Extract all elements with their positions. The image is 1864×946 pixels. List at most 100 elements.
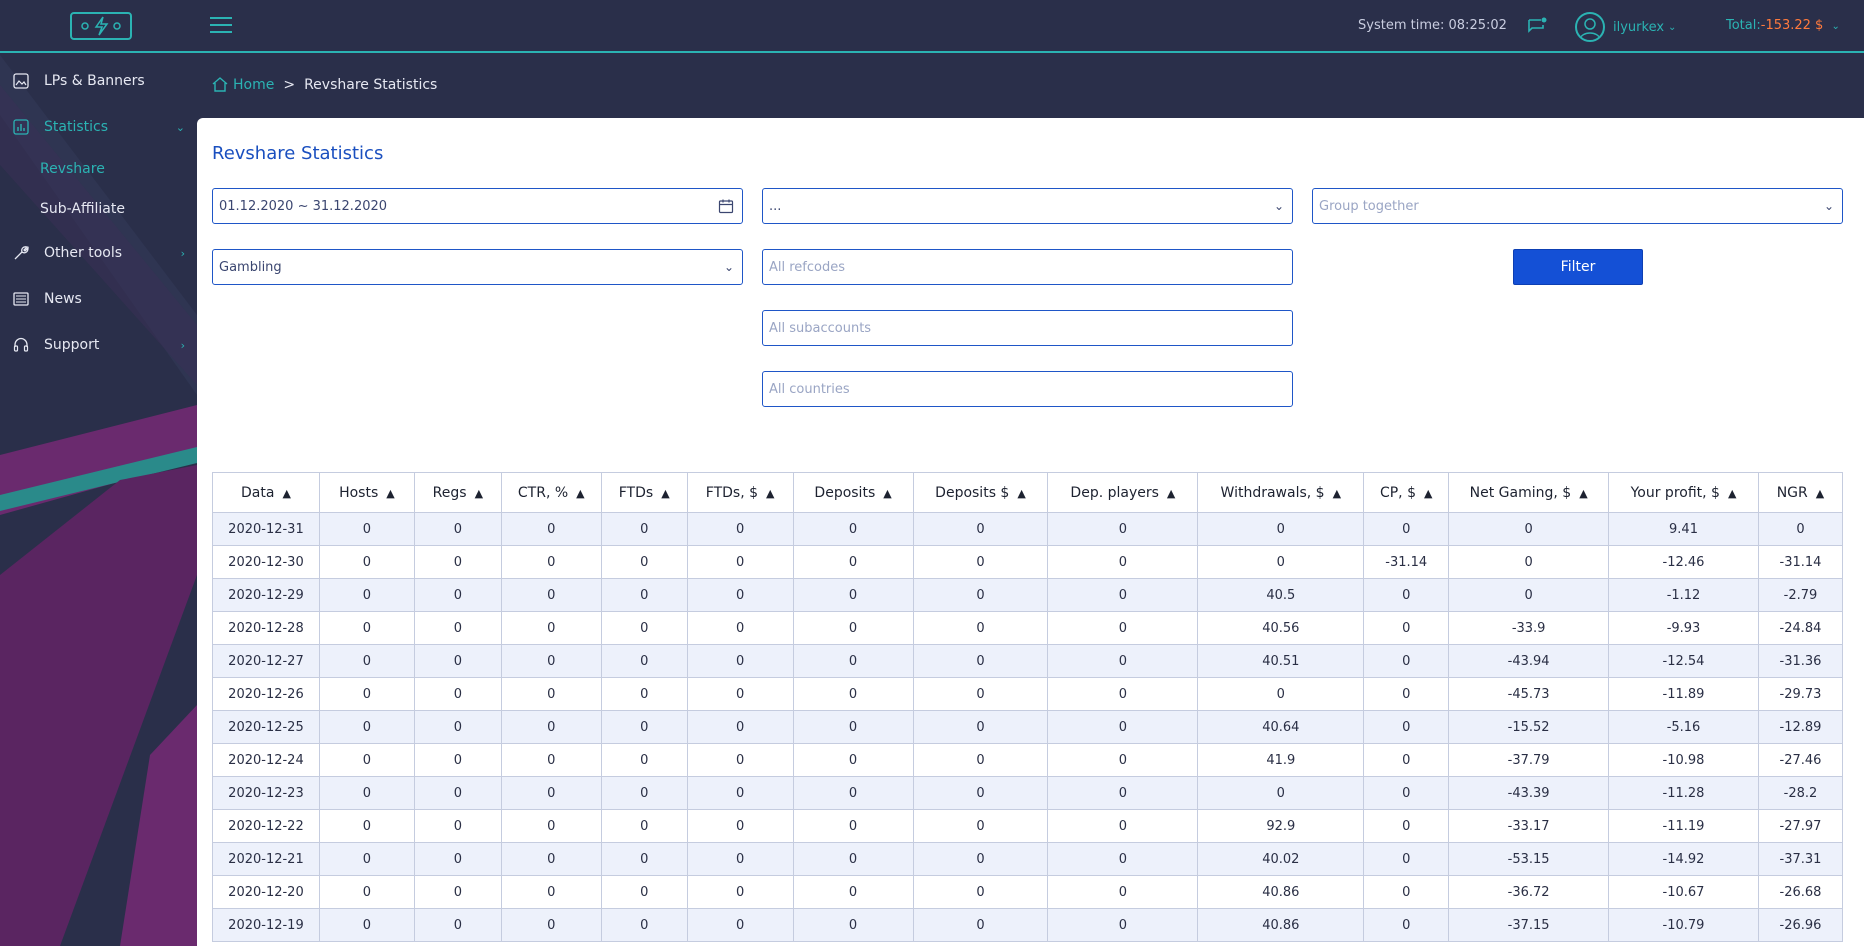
chevron-down-icon: ⌄ [1831,21,1840,32]
user-menu[interactable]: ilyurkex ⌄ [1575,11,1676,43]
table-cell: 0 [792,710,914,744]
category-select[interactable]: Gambling ⌄ [212,249,743,285]
table-cell: 0 [1363,578,1450,612]
table-cell: 2020-12-30 [212,545,320,579]
sidebar-item-support[interactable]: Support › [0,329,197,361]
column-header[interactable]: NGR ▲ [1757,472,1843,513]
sort-ascending-icon[interactable]: ▲ [883,486,892,500]
column-header[interactable]: Net Gaming, $ ▲ [1448,472,1610,513]
refcodes-input[interactable]: All refcodes [762,249,1293,285]
chevron-down-icon: ⌄ [723,260,734,274]
table-cell: 0 [1047,875,1199,909]
sort-ascending-icon[interactable]: ▲ [1166,486,1176,500]
sidebar-subitem-revshare[interactable]: Revshare [40,161,105,177]
sidebar-subitem-sub-affiliate[interactable]: Sub-Affiliate [40,201,125,217]
table-cell: 40.02 [1197,842,1365,876]
table-cell: -53.15 [1448,842,1610,876]
table-cell: 0 [792,512,914,546]
headset-icon [12,336,30,354]
brand-logo[interactable] [70,12,132,40]
sort-ascending-icon[interactable]: ▲ [474,486,484,500]
table-cell: 0 [413,908,502,942]
sidebar: LPs & Banners Statistics ⌄ Revshare Sub-… [0,55,197,946]
table-cell: -24.84 [1757,611,1843,645]
table-cell: 0 [500,644,602,678]
table-cell: 0 [318,710,415,744]
sort-ascending-icon[interactable]: ▲ [1424,486,1433,500]
sidebar-item-lps-banners[interactable]: LPs & Banners [0,65,197,97]
table-cell: 0 [413,743,502,777]
source-select[interactable]: ... ⌄ [762,188,1293,224]
total-balance[interactable]: Total:-153.22 $ ⌄ [1726,18,1840,33]
column-header[interactable]: Deposits $ ▲ [912,472,1049,513]
sort-ascending-icon[interactable]: ▲ [282,486,291,500]
table-cell: 0 [1448,578,1610,612]
table-cell: 0 [318,677,415,711]
table-cell: 0 [1363,710,1450,744]
countries-input[interactable]: All countries [762,371,1293,407]
sidebar-item-label: Support [44,337,100,353]
sort-ascending-icon[interactable]: ▲ [1727,486,1737,500]
sort-ascending-icon[interactable]: ▲ [386,486,395,500]
column-header[interactable]: Data ▲ [212,472,320,513]
sort-ascending-icon[interactable]: ▲ [1815,486,1825,500]
table-cell: -15.52 [1448,710,1610,744]
sort-ascending-icon[interactable]: ▲ [1017,486,1026,500]
column-header[interactable]: Dep. players ▲ [1047,472,1199,513]
subaccounts-input[interactable]: All subaccounts [762,310,1293,346]
column-header[interactable]: FTDs ▲ [600,472,688,513]
statistics-table-container: Data ▲ Hosts ▲ Regs ▲ CTR, % ▲ FTDs ▲ FTDs, $ ▲ Depo… [212,472,1843,946]
table-cell: 0 [1363,512,1450,546]
sidebar-item-statistics[interactable]: Statistics ⌄ [0,111,197,143]
table-cell: -37.31 [1757,842,1843,876]
breadcrumb-home[interactable]: Home [211,76,274,93]
table-cell: -10.98 [1608,743,1759,777]
subaccounts-placeholder: All subaccounts [769,320,872,336]
table-cell: 0 [1363,809,1450,843]
menu-toggle-icon[interactable] [210,17,232,35]
table-cell: 0 [1047,743,1199,777]
table-cell: -37.15 [1448,908,1610,942]
sort-ascending-icon[interactable]: ▲ [576,486,585,500]
table-cell: 0 [686,512,794,546]
table-cell: 0 [686,710,794,744]
group-together-select[interactable]: Group together ⌄ [1312,188,1843,224]
sidebar-item-news[interactable]: News [0,283,197,315]
table-cell: 2020-12-27 [212,644,320,678]
table-cell: -9.93 [1608,611,1759,645]
messages-icon[interactable] [1526,16,1548,36]
table-cell: 0 [1197,512,1365,546]
table-cell: 0 [912,710,1049,744]
table-cell: 0 [912,743,1049,777]
breadcrumb: Home > Revshare Statistics [211,76,437,93]
sort-ascending-icon[interactable]: ▲ [766,486,775,500]
table-row: 2020-12-27 0 0 0 0 0 0 0 0 40.51 0 -43.94 -12.54 -31.… [212,644,1843,678]
column-header[interactable]: FTDs, $ ▲ [686,472,794,513]
column-header[interactable]: Deposits ▲ [792,472,914,513]
column-header[interactable]: CTR, % ▲ [500,472,602,513]
table-cell: -10.67 [1608,875,1759,909]
column-header[interactable]: Withdrawals, $ ▲ [1197,472,1365,513]
table-cell: 0 [686,875,794,909]
table-row: 2020-12-20 0 0 0 0 0 0 0 0 40.86 0 -36.72 -10.67 -26.… [212,875,1843,909]
table-cell: -37.79 [1448,743,1610,777]
main-panel: Revshare Statistics 01.12.2020 ~ 31.12.2… [197,118,1864,946]
table-cell: 0 [686,677,794,711]
column-header[interactable]: Your profit, $ ▲ [1608,472,1759,513]
sidebar-item-other-tools[interactable]: Other tools › [0,237,197,269]
table-cell: -11.89 [1608,677,1759,711]
sort-ascending-icon[interactable]: ▲ [1332,486,1342,500]
table-cell: 0 [413,644,502,678]
date-range-picker[interactable]: 01.12.2020 ~ 31.12.2020 [212,188,743,224]
filter-button[interactable]: Filter [1513,249,1643,285]
sort-ascending-icon[interactable]: ▲ [661,486,670,500]
column-header[interactable]: CP, $ ▲ [1363,472,1450,513]
column-header-label: Data [241,484,275,501]
table-cell: 0 [1047,710,1199,744]
table-cell: 0 [318,512,415,546]
column-header[interactable]: Hosts ▲ [318,472,415,513]
sort-ascending-icon[interactable]: ▲ [1579,486,1588,500]
column-header[interactable]: Regs ▲ [413,472,502,513]
sidebar-item-label: Statistics [44,119,108,135]
table-cell: -27.46 [1757,743,1843,777]
